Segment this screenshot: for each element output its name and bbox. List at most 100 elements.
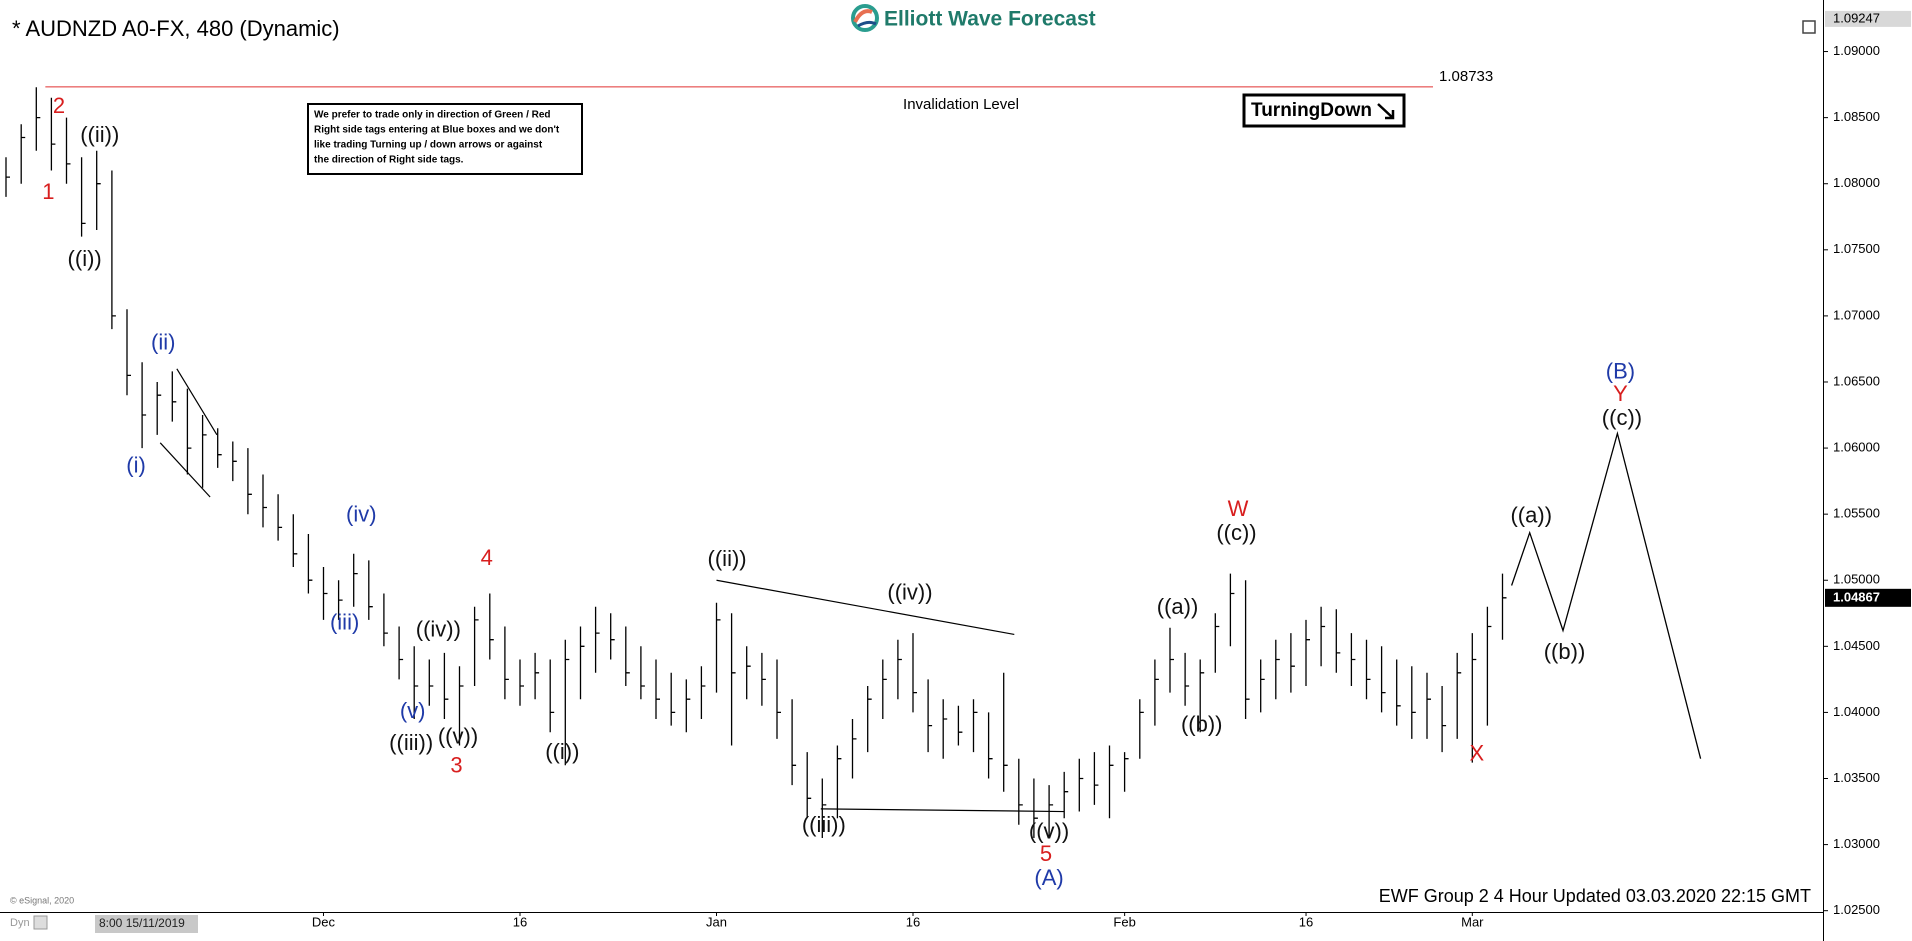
price-bar (700, 666, 706, 719)
wave-label: ((iv)) (416, 616, 461, 641)
y-tick-label: 1.04500 (1833, 638, 1880, 653)
price-bar (443, 652, 449, 719)
price-bar (489, 593, 494, 660)
price-bar (579, 626, 585, 700)
x-tick-label: 16 (906, 914, 920, 929)
price-bar (897, 639, 902, 700)
price-bar (1123, 752, 1129, 792)
wave-label: ((iv)) (887, 579, 932, 604)
note-line: We prefer to trade only in direction of … (314, 110, 551, 121)
price-bar (1396, 659, 1401, 726)
price-bar (685, 679, 691, 733)
price-bar (1486, 606, 1492, 726)
wave-label: ((a)) (1157, 594, 1199, 619)
price-bar (1471, 633, 1477, 763)
y-tick-label: 1.09000 (1833, 43, 1880, 58)
price-bar (1108, 745, 1114, 819)
footer-text: EWF Group 2 4 Hour Updated 03.03.2020 22… (1379, 886, 1811, 906)
price-bar (610, 613, 615, 660)
price-bar (1199, 659, 1205, 733)
badge-arrow (1377, 103, 1395, 120)
y-tick-label: 1.03000 (1833, 836, 1880, 851)
price-bar (96, 150, 101, 230)
price-bar (232, 441, 237, 482)
wave-label: (v) (400, 698, 426, 723)
price-bar (504, 626, 509, 700)
cursor-time-box (95, 915, 198, 933)
price-bar (277, 494, 283, 541)
price-bar (549, 659, 555, 733)
y-tick-label: 1.08000 (1833, 175, 1880, 190)
price-bar (519, 659, 524, 706)
wave-label: ((b)) (1181, 711, 1223, 736)
price-bar (1003, 672, 1008, 792)
price-bar (1078, 758, 1084, 812)
price-bar (1184, 652, 1190, 706)
badge-text: TurningDown (1251, 100, 1372, 121)
y-tick-label: 1.04000 (1833, 704, 1880, 719)
price-bar (1169, 627, 1174, 693)
price-bar (776, 659, 781, 739)
wave-label: X (1469, 741, 1484, 766)
price-bar (337, 580, 343, 620)
price-bar (383, 593, 388, 647)
price-bar (1290, 633, 1295, 693)
price-bar (987, 712, 993, 779)
x-tick-label: Jan (706, 914, 727, 929)
logo-ring (851, 4, 879, 32)
price-bar (1380, 646, 1386, 713)
price-bar (957, 705, 963, 746)
wave-label: 1 (42, 179, 54, 204)
plot: 1.02500 1.03000 1.03500 1.04000 1.04500 1.050… (5, 10, 1911, 929)
wave-label: ((ii)) (80, 122, 119, 147)
price-bar (806, 752, 812, 819)
chart-title: * AUDNZD A0-FX, 480 (Dynamic) (12, 16, 340, 41)
x-tick-label: Dec (312, 914, 336, 929)
dyn-button[interactable] (33, 915, 48, 930)
price-bar (353, 553, 358, 607)
x-tick-label: Feb (1113, 914, 1135, 929)
price-bar (534, 652, 540, 700)
price-bar (867, 686, 872, 753)
price-bar (1244, 580, 1250, 719)
price-bar (141, 362, 147, 449)
wave-label: ((b)) (1544, 639, 1586, 664)
wave-label: 3 (450, 752, 462, 777)
trendline (716, 579, 1015, 636)
dyn-label: Dyn (10, 917, 30, 929)
price-bar (35, 87, 41, 151)
wave-label: (iii) (330, 610, 359, 635)
wave-label: (A) (1034, 865, 1063, 890)
price-bar (927, 679, 933, 753)
note-line: the direction of Right side tags. (314, 155, 464, 166)
price-bar (1365, 639, 1371, 700)
price-bar (217, 428, 222, 468)
invalidation-label: Invalidation Level (903, 96, 1019, 113)
price-bar (1063, 771, 1069, 819)
last-price-label: 1.04867 (1833, 589, 1880, 604)
price-bar (322, 567, 328, 620)
price-bar (1441, 686, 1447, 753)
price-bar (942, 699, 948, 759)
price-bar (1350, 633, 1356, 686)
price-bar (594, 606, 600, 673)
trendline (820, 808, 1065, 813)
price-bar (1305, 619, 1310, 686)
price-bar (398, 626, 404, 680)
price-bar (473, 606, 479, 686)
price-bar (836, 745, 842, 819)
price-bar (1048, 785, 1054, 838)
window-icon[interactable] (1802, 20, 1816, 34)
price-bar (262, 474, 267, 528)
price-bar (640, 646, 645, 700)
cursor-time: 8:00 15/11/2019 (99, 916, 185, 930)
x-tick-label: 16 (513, 914, 527, 929)
price-bar (670, 672, 676, 726)
wave-label: W (1228, 496, 1249, 521)
note-border (307, 103, 583, 175)
logo-swoosh (853, 9, 873, 23)
projection-line (1510, 430, 1702, 759)
wave-label: ((c)) (1602, 405, 1642, 430)
price-bar (972, 699, 978, 753)
